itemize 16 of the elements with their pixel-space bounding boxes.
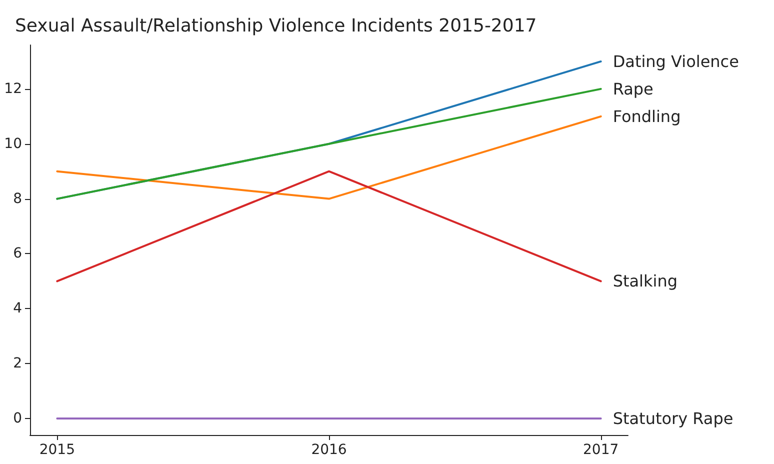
x-tick-label: 2016	[311, 442, 347, 458]
y-tick-label: 2	[13, 356, 22, 372]
series-label: Dating Violence	[612, 52, 739, 71]
y-tick-label: 8	[13, 190, 22, 207]
y-tick-label: 12	[4, 80, 22, 97]
y-tick-label: 4	[13, 300, 22, 317]
y-tick-label: 6	[13, 246, 22, 262]
x-tick-label: 2017	[583, 442, 619, 458]
y-tick-label: 10	[4, 136, 22, 152]
y-tick-label: 0	[13, 410, 22, 427]
series-label: Fondling	[612, 106, 681, 126]
x-tick-label: 2015	[39, 442, 75, 458]
chart-title: Sexual Assault/Relationship Violence Incidents 2015-2017	[15, 16, 537, 36]
series-label: Rape	[612, 79, 654, 98]
series-label: Stalking	[612, 272, 678, 291]
series-label: Statutory Rape	[612, 409, 734, 428]
